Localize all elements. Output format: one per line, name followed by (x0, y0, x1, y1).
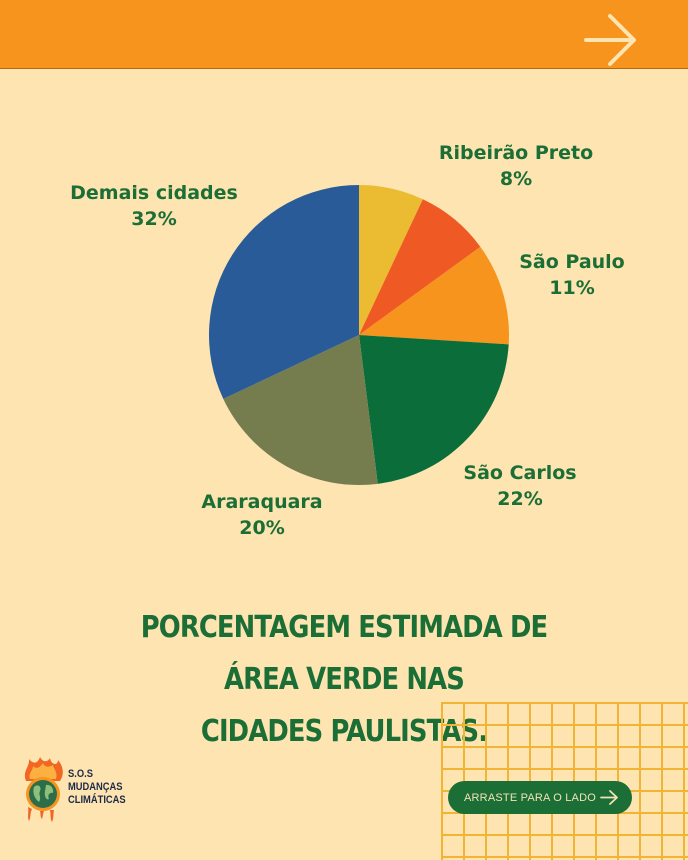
brand-logo-text: S.O.S MUDANÇAS CLIMÁTICAS (68, 768, 126, 807)
pie-slice-ribeirao-preto (359, 199, 481, 335)
logo-line-3: CLIMÁTICAS (68, 794, 126, 806)
pie-slice-sao-paulo (359, 246, 509, 345)
slice-name: Ribeirão Preto (438, 142, 594, 164)
pie-slice-demais-cidades (208, 185, 359, 399)
pie-slice-araraquara (223, 335, 378, 485)
slice-label-sao-paulo: São Paulo 11% (500, 249, 644, 301)
title-line-2: CIDADES PAULISTAS. (200, 714, 488, 749)
slice-name: São Carlos (463, 462, 577, 484)
slice-value: 22% (497, 488, 543, 510)
slice-name: Araraquara (201, 491, 323, 513)
slice-value: 8% (499, 168, 533, 190)
page-title: PORCENTAGEM ESTIMADA DE ÁREA VERDE NAS C… (100, 602, 588, 758)
slice-label-demais-cidades: Demais cidades 32% (48, 180, 260, 232)
logo-line-2: MUDANÇAS (68, 781, 123, 793)
slice-name: São Paulo (519, 251, 625, 273)
swipe-button[interactable]: ARRASTE PARA O LADO (448, 781, 632, 814)
slice-value: 20% (239, 517, 285, 539)
pie-slice-sao-carlos (359, 335, 509, 484)
globe-flame-icon (24, 757, 63, 822)
slice-label-ribeirao-preto: Ribeirão Preto 8% (400, 140, 632, 192)
slice-label-sao-carlos: São Carlos 22% (438, 460, 602, 512)
slice-value: 11% (549, 277, 595, 299)
arrow-right-icon[interactable] (584, 12, 640, 68)
arrow-right-icon (600, 790, 618, 805)
slice-value: 32% (131, 208, 177, 230)
title-line-1: PORCENTAGEM ESTIMADA DE ÁREA VERDE NAS (140, 610, 548, 697)
header-bar (0, 0, 688, 69)
logo-line-1: S.O.S (68, 768, 93, 780)
swipe-button-label: ARRASTE PARA O LADO (464, 791, 596, 804)
slice-label-araraquara: Araraquara 20% (180, 489, 344, 541)
slice-name: Demais cidades (70, 182, 238, 204)
pie-chart (208, 185, 509, 485)
pie-slice-unlabeled (359, 185, 423, 335)
